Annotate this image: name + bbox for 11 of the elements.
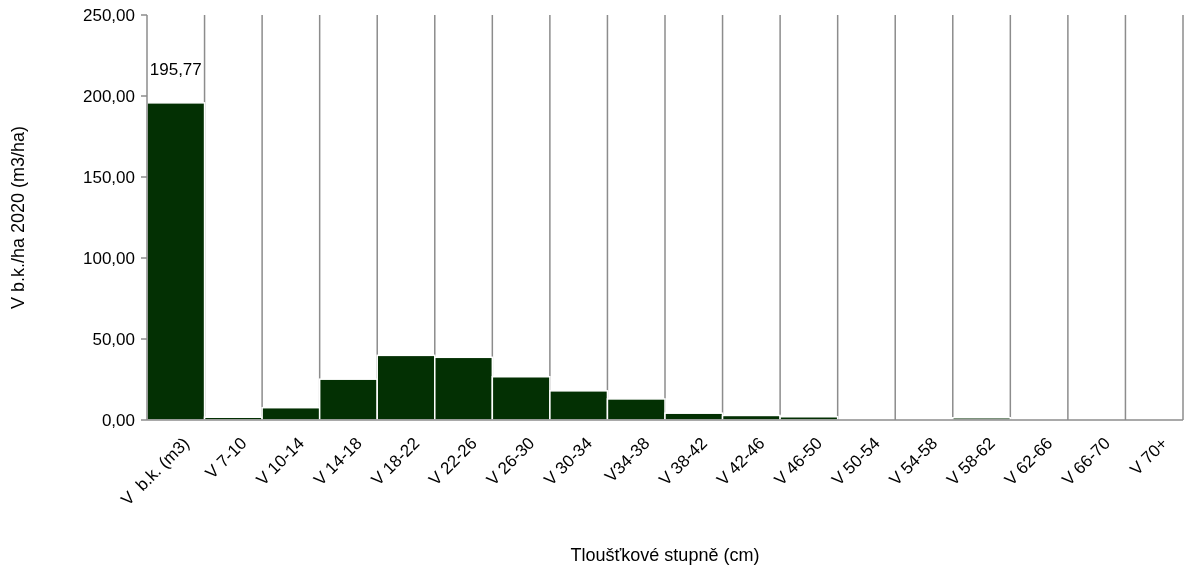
y-tick-label: 100,00 [83,248,135,268]
y-axis-title: V b.k./ha 2020 (m3/ha) [8,125,28,310]
y-tick-label: 250,00 [83,5,135,25]
y-tick-label: 50,00 [92,329,135,349]
x-axis-title: Tloušťkové stupně (cm) [570,545,760,565]
data-label: 195,77 [149,59,202,79]
y-tick-label: 200,00 [83,86,135,106]
y-tick-label: 150,00 [83,167,135,187]
x-tick-label: V 70+ [1126,433,1172,479]
y-tick-label: 0,00 [101,410,135,430]
x-tick-label: V 7-10 [201,433,251,483]
